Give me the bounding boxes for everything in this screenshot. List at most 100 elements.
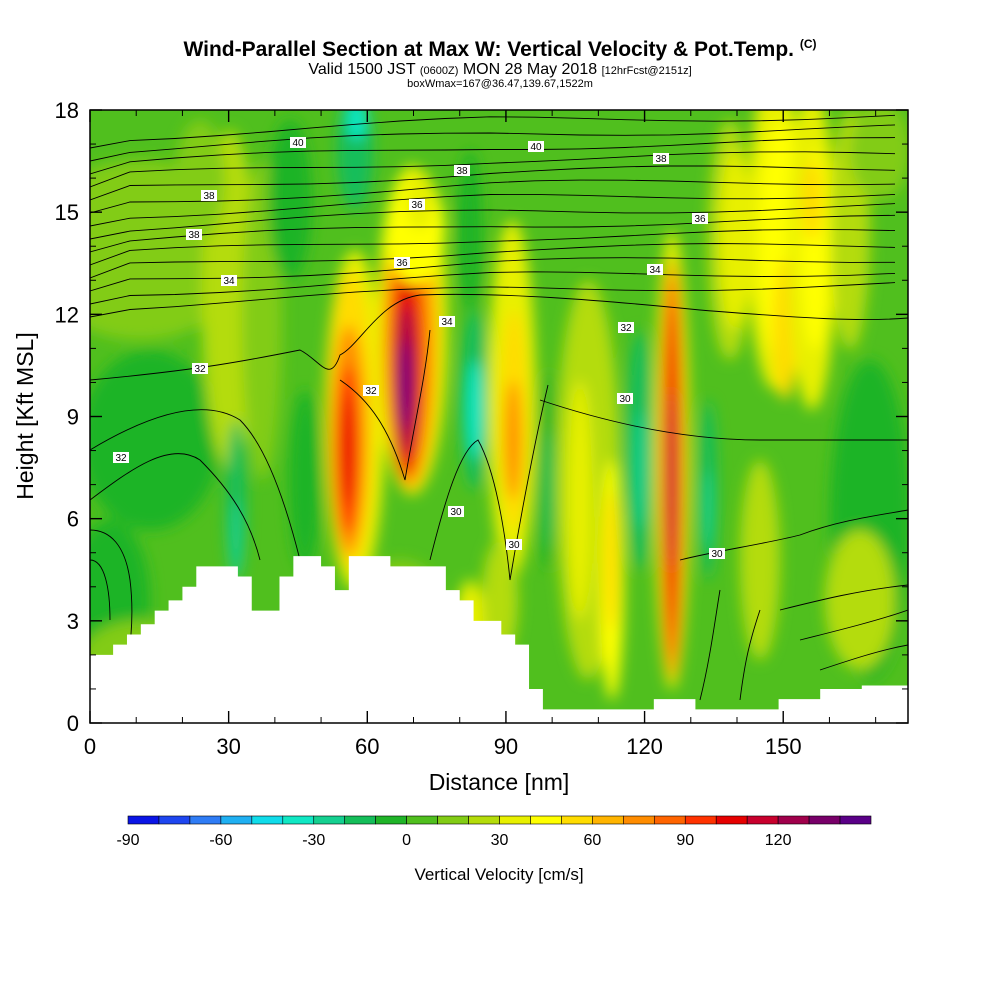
colorbar-swatch — [839, 815, 872, 825]
contour-label-box — [113, 452, 129, 463]
colorbar-swatch — [530, 815, 562, 825]
contour-label-box — [709, 548, 725, 559]
contour-label-box — [617, 393, 633, 404]
colorbar-tick-label: 120 — [765, 832, 792, 849]
colorbar-swatch — [375, 815, 407, 825]
velocity-blob — [458, 150, 482, 310]
contour-label: 34 — [649, 265, 661, 276]
contour-label: 30 — [711, 549, 723, 560]
theta-contour — [90, 271, 896, 305]
field-blobs — [90, 110, 908, 700]
contour-label-box — [201, 190, 217, 201]
x-tick-label: 60 — [355, 734, 379, 759]
colorbar-swatch — [653, 815, 686, 825]
velocity-blob — [543, 430, 553, 550]
theta-contour — [90, 293, 908, 381]
theta-contour — [90, 137, 896, 175]
colorbar-swatch — [158, 815, 191, 825]
contour-label: 30 — [508, 540, 520, 551]
colorbar-swatch — [808, 815, 841, 825]
colorbar-swatch — [344, 815, 376, 825]
contour-label-box — [221, 275, 237, 286]
colorbar-swatch — [189, 815, 222, 825]
colorbar-swatch — [561, 815, 593, 825]
chart-title: Wind-Parallel Section at Max W: Vertical… — [183, 37, 817, 61]
theta-contour — [90, 203, 896, 240]
contour-label-box — [186, 229, 202, 240]
velocity-blob — [341, 395, 353, 505]
velocity-blob — [90, 350, 220, 530]
theta-contour — [739, 609, 761, 701]
colorbar-swatch — [127, 815, 160, 825]
colorbar-swatch — [684, 815, 717, 825]
x-tick-label: 30 — [216, 734, 240, 759]
valid-utc: (0600Z) — [419, 65, 459, 77]
theta-contour — [539, 399, 908, 441]
y-axis-label: Height [Kft MSL] — [12, 332, 38, 499]
colorbar: -90 -60 -30 0 30 60 90 120 — [116, 815, 872, 849]
contour-label-box — [192, 363, 208, 374]
plot-area: 40 40 38 38 38 38 36 36 36 34 34 34 32 32 32 32 30 30 30 30 — [89, 109, 909, 724]
valid-time-line: Valid 1500 JST (0600Z) MON 28 May 2018 [… — [308, 61, 692, 78]
contour-label-box — [448, 506, 464, 517]
colorbar-swatch — [468, 815, 500, 825]
colorbar-swatch — [715, 815, 748, 825]
theta-contour — [90, 151, 896, 188]
velocity-blob — [230, 500, 242, 580]
theta-contour — [90, 409, 301, 561]
theta-contour — [90, 193, 896, 227]
colorbar-tick-label: 30 — [491, 832, 509, 849]
forecast-tag: [12hrFcst@2151z] — [601, 65, 692, 77]
contour-label: 36 — [411, 200, 423, 211]
contour-label: 36 — [694, 214, 706, 225]
velocity-blob — [740, 460, 780, 660]
theta-contour — [779, 584, 908, 611]
contour-label: 38 — [456, 166, 468, 177]
theta-contour — [799, 609, 908, 641]
contour-label-box — [528, 141, 544, 152]
velocity-blob — [467, 360, 483, 460]
velocity-blob — [505, 380, 521, 500]
velocity-blob — [720, 150, 750, 330]
contour-label: 36 — [396, 258, 408, 269]
colorbar-swatch — [313, 815, 346, 825]
colorbar-tick-label: 0 — [402, 832, 411, 849]
velocity-blob — [400, 340, 410, 430]
x-axis: 0 30 60 90 120 150 — [84, 110, 877, 759]
x-tick-label: 90 — [494, 734, 518, 759]
velocity-blob — [825, 530, 895, 670]
velocity-blob — [668, 390, 674, 570]
velocity-blob — [634, 410, 646, 530]
theta-contour — [90, 559, 111, 621]
contour-label: 34 — [441, 317, 453, 328]
colorbar-swatch — [592, 815, 624, 825]
colorbar-swatch — [746, 815, 779, 825]
contour-label-box — [653, 153, 669, 164]
theta-contour — [90, 165, 896, 201]
velocity-blob — [703, 470, 713, 550]
contour-label-box — [506, 539, 522, 550]
colorbar-swatch — [777, 815, 810, 825]
theta-contour — [90, 228, 896, 266]
theta-contour — [90, 214, 896, 253]
contour-label-box — [290, 137, 306, 148]
theta-contours — [90, 114, 908, 701]
contour-label: 40 — [530, 142, 542, 153]
y-tick-label: 18 — [55, 98, 79, 123]
velocity-field — [90, 110, 908, 700]
velocity-blob — [850, 110, 908, 200]
colorbar-swatch — [282, 815, 315, 825]
contour-label-box — [647, 264, 663, 275]
velocity-blob — [347, 110, 367, 140]
copyright-tag: (C) — [799, 37, 817, 51]
colorbar-swatch — [220, 815, 253, 825]
contour-label: 32 — [620, 323, 632, 334]
theta-contour — [699, 589, 721, 701]
contour-label: 38 — [655, 154, 667, 165]
contour-label-box — [363, 385, 379, 396]
contour-label: 32 — [194, 364, 206, 375]
y-tick-label: 9 — [67, 405, 79, 430]
theta-contour — [90, 243, 896, 279]
